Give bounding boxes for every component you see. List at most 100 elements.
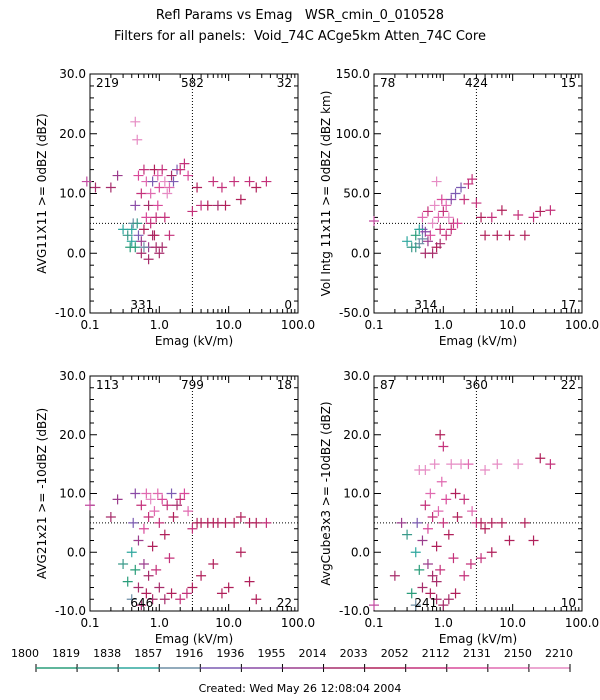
data-point [528, 535, 539, 546]
data-point [410, 230, 421, 241]
data-point [159, 212, 170, 223]
data-point [175, 594, 186, 605]
y-axis-label: AVG21x21 >= -10dBZ (dBZ) [35, 408, 49, 579]
created-timestamp: Created: Wed May 26 12:08:04 2004 [198, 682, 402, 695]
count-bottom-mid: 314 [414, 298, 437, 312]
data-point [126, 594, 137, 605]
data-point [147, 541, 158, 552]
data-point [192, 182, 203, 193]
plot-frame [373, 375, 583, 612]
data-point [435, 429, 446, 440]
x-tick-label: 10.0 [499, 616, 526, 630]
data-point [431, 576, 442, 587]
data-point [229, 517, 240, 528]
data-point [261, 176, 272, 187]
data-point [151, 212, 162, 223]
data-point [118, 559, 129, 569]
data-point [438, 517, 449, 528]
data-point [492, 230, 503, 241]
count-top-left: 78 [380, 76, 395, 90]
data-point [130, 200, 141, 211]
data-point [159, 594, 170, 605]
data-point [141, 588, 152, 599]
time-colorbar: 1800 1819 1838 1857 1916 1936 1955 2014 2033 2052… [11, 647, 573, 672]
y-tick-label: 10.0 [343, 487, 370, 501]
data-point [452, 512, 463, 522]
data-point [122, 230, 133, 241]
scatter-panel-3: 0.1 1.0 10.0 100.0 -10.0 0.0 10.0 20.0 30.0 Emag … [35, 369, 315, 646]
data-point [441, 200, 452, 211]
data-point [220, 517, 231, 528]
data-point [145, 218, 156, 229]
data-point [429, 200, 440, 211]
x-tick-label: 0.1 [364, 616, 383, 630]
x-axis-label: Emag (kV/m) [155, 334, 233, 348]
data-point [429, 459, 440, 470]
data-point [85, 500, 95, 511]
data-point [126, 547, 137, 558]
colorbar-label: 1955 [257, 647, 285, 660]
data-point [427, 218, 438, 229]
data-point [143, 254, 154, 265]
y-tick-label: 0.0 [67, 545, 86, 559]
x-tick-label: 100.0 [565, 318, 599, 332]
data-point [441, 494, 452, 505]
plot-frame [373, 73, 583, 314]
x-axis-label: Emag (kV/m) [439, 632, 517, 646]
data-point [420, 500, 431, 511]
data-point [235, 512, 246, 522]
data-point [448, 553, 459, 564]
data-point [446, 194, 457, 205]
scatter-panel-2: 0.1 1.0 10.0 100.0 -50.0 0.0 50.0 100.0 150.0 Ema… [319, 67, 599, 348]
data-point [136, 248, 147, 259]
x-axis-label: Emag (kV/m) [155, 632, 233, 646]
data-point [431, 541, 442, 552]
data-point [496, 205, 507, 216]
data-point [420, 226, 431, 237]
colorbar-label: 1800 [11, 647, 39, 660]
data-point [480, 230, 491, 241]
data-point [435, 238, 446, 249]
data-point [435, 224, 446, 235]
data-point [159, 529, 170, 540]
data-point [528, 212, 539, 223]
colorbar-label: 1838 [93, 647, 121, 660]
colorbar-label: 2131 [463, 647, 491, 660]
scatter-panel-1: 0.1 1.0 10.0 100.0 -10.0 0.0 10.0 20.0 30.0 Emag … [35, 67, 315, 348]
count-top-left: 113 [96, 378, 119, 392]
y-tick-label: -10.0 [339, 604, 370, 618]
data-point [175, 494, 186, 505]
y-tick-label: 30.0 [59, 369, 86, 383]
data-point [389, 570, 400, 581]
data-point [244, 576, 255, 587]
data-point [452, 218, 463, 229]
y-tick-label: 10.0 [59, 487, 86, 501]
data-point [152, 200, 163, 211]
data-point [112, 170, 123, 181]
count-top-mid: 799 [181, 378, 204, 392]
data-point [149, 506, 160, 517]
data-point [369, 600, 379, 611]
data-point [166, 588, 177, 599]
x-tick-label: 0.1 [364, 318, 383, 332]
x-tick-label: 1.0 [150, 616, 169, 630]
data-point [438, 206, 449, 217]
count-bottom-right: 10 [561, 596, 576, 610]
data-point [164, 553, 175, 564]
figure-subtitle: Filters for all panels: Void_74C ACge5km… [114, 29, 486, 44]
data-point [459, 194, 470, 205]
x-axis-label: Emag (kV/m) [439, 334, 517, 348]
count-top-left: 87 [380, 378, 395, 392]
colorbar-label: 2112 [422, 647, 450, 660]
y-axis-label: AvgCube3x3 >= -10dBZ (dBZ) [319, 401, 333, 585]
data-point [136, 188, 147, 199]
data-point [422, 206, 433, 217]
data-point [471, 198, 482, 209]
data-point [465, 559, 476, 569]
data-point [443, 529, 454, 540]
colorbar-label: 2014 [299, 647, 327, 660]
count-top-mid: 424 [465, 76, 488, 90]
data-point [126, 224, 137, 235]
data-point [138, 523, 149, 534]
